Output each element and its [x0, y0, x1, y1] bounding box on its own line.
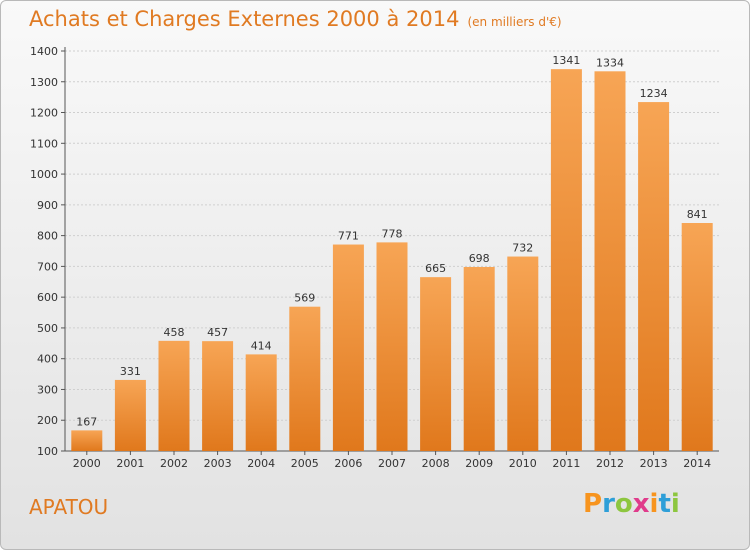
bar-value-label: 698 — [469, 252, 490, 265]
x-tick-label: 2008 — [422, 457, 450, 470]
x-tick-label: 2014 — [683, 457, 711, 470]
bar — [463, 267, 495, 451]
commune-name: APATOU — [29, 495, 109, 519]
y-tick-label: 400 — [37, 353, 58, 366]
bar — [376, 242, 408, 451]
bar-value-label: 331 — [120, 365, 141, 378]
bar-value-label: 1341 — [552, 54, 580, 67]
x-tick-label: 2013 — [640, 457, 668, 470]
logo-letter: P — [583, 489, 603, 519]
y-tick-label: 100 — [37, 445, 58, 458]
x-tick-label: 2009 — [465, 457, 493, 470]
bar-value-label: 771 — [338, 230, 359, 243]
bar-value-label: 841 — [687, 208, 708, 221]
bar-value-label: 1334 — [596, 56, 624, 69]
bar — [420, 277, 452, 451]
y-tick-label: 1200 — [30, 107, 58, 120]
bar — [681, 223, 713, 451]
x-tick-label: 2007 — [378, 457, 406, 470]
y-tick-label: 1100 — [30, 137, 58, 150]
logo-letter: r — [602, 489, 615, 519]
bar-value-label: 458 — [164, 326, 185, 339]
y-tick-label: 800 — [37, 230, 58, 243]
x-tick-label: 2012 — [596, 457, 624, 470]
y-tick-label: 1300 — [30, 76, 58, 89]
x-tick-label: 2010 — [509, 457, 537, 470]
bar — [202, 341, 234, 451]
bar — [245, 354, 277, 451]
chart-unit: (en milliers d'€) — [467, 15, 562, 29]
bar-value-label: 1234 — [640, 87, 668, 100]
y-tick-label: 500 — [37, 322, 58, 335]
y-tick-label: 900 — [37, 199, 58, 212]
x-tick-label: 2011 — [552, 457, 580, 470]
bar-value-label: 732 — [512, 242, 533, 255]
bar — [594, 71, 626, 452]
bar — [71, 430, 103, 451]
x-tick-label: 2002 — [160, 457, 188, 470]
bar — [158, 340, 190, 451]
bar — [332, 244, 364, 451]
bar — [638, 102, 670, 452]
y-tick-label: 1000 — [30, 168, 58, 181]
y-tick-label: 600 — [37, 291, 58, 304]
x-tick-label: 2004 — [247, 457, 275, 470]
logo-letter: o — [614, 489, 633, 519]
x-tick-label: 2005 — [291, 457, 319, 470]
y-tick-label: 700 — [37, 260, 58, 273]
proxiti-logo: Proxiti — [583, 489, 680, 519]
bar-value-label: 569 — [294, 292, 315, 305]
x-tick-label: 2006 — [334, 457, 362, 470]
bar — [550, 69, 582, 452]
logo-letter: i — [649, 489, 659, 519]
chart-title-text: Achats et Charges Externes 2000 à 2014 — [29, 7, 460, 31]
bar — [114, 379, 146, 451]
logo-letter: x — [632, 489, 650, 519]
bar — [289, 306, 321, 451]
x-tick-label: 2001 — [116, 457, 144, 470]
y-tick-label: 300 — [37, 383, 58, 396]
chart-title: Achats et Charges Externes 2000 à 2014 (e… — [29, 7, 562, 31]
x-tick-label: 2000 — [73, 457, 101, 470]
bar-value-label: 778 — [382, 227, 403, 240]
bar-value-label: 457 — [207, 326, 228, 339]
bar-value-label: 665 — [425, 262, 446, 275]
bar — [507, 256, 539, 451]
bar-value-label: 414 — [251, 339, 272, 352]
x-tick-label: 2003 — [204, 457, 232, 470]
logo-letter: i — [670, 489, 680, 519]
y-tick-label: 1400 — [30, 45, 58, 58]
logo-letter: t — [658, 489, 671, 519]
bar-value-label: 167 — [76, 415, 97, 428]
y-tick-label: 200 — [37, 414, 58, 427]
